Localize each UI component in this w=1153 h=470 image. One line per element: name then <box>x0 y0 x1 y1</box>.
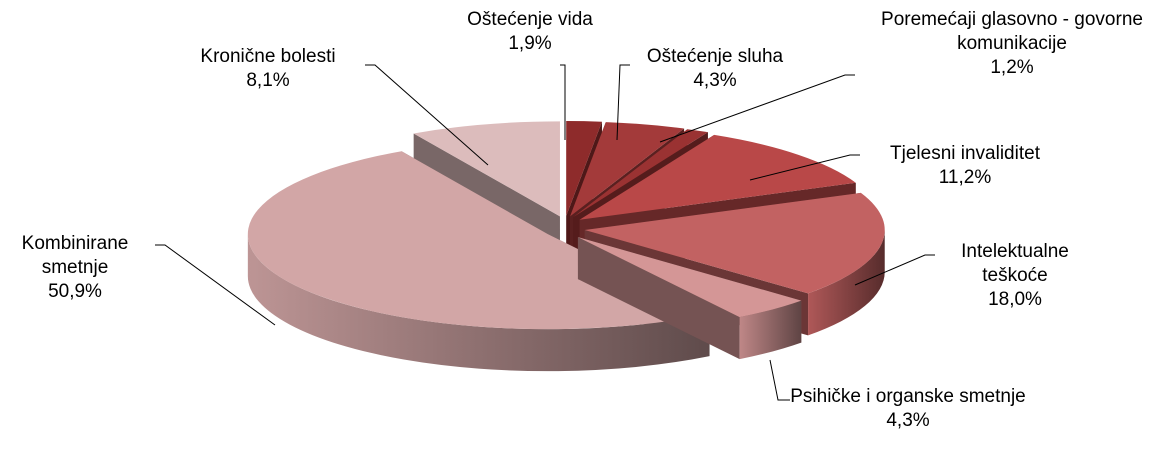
value-label: 11,2% <box>938 167 992 188</box>
slice <box>566 121 602 217</box>
category-label: Intelektualne teškoće <box>961 241 1069 286</box>
slice-rim <box>247 234 710 372</box>
leader-line <box>854 254 935 286</box>
value-label: 1,2% <box>990 57 1034 78</box>
category-label: Tjelesni invaliditet <box>890 143 1040 164</box>
slice-side <box>577 237 740 360</box>
value-label: 8,1% <box>246 70 290 91</box>
slice-label: Oštećenje sluha 4,3% <box>615 45 815 93</box>
slice <box>573 129 708 218</box>
slice-label: Psihičke i organske smetnje 4,3% <box>783 385 1033 433</box>
category-label: Oštećenje sluha <box>646 46 784 67</box>
slice-label: Intelektualne teškoće 18,0% <box>940 240 1090 312</box>
leader-line <box>659 74 855 143</box>
value-label: 50,9% <box>48 281 102 302</box>
slice-rim <box>808 229 885 336</box>
slice-label: Kombinirane smetnje 50,9% <box>0 232 150 304</box>
leader-line <box>769 359 790 401</box>
slice-label: Kronične bolesti 8,1% <box>158 45 378 93</box>
leader-line <box>749 154 860 181</box>
slice-rim <box>739 300 802 360</box>
category-label: Poremećaji glasovno - govorne komunikaci… <box>881 9 1143 54</box>
leader-line <box>365 64 489 166</box>
category-label: Oštećenje vida <box>467 9 593 30</box>
slice <box>584 192 885 294</box>
category-label: Psihičke i organske smetnje <box>790 386 1026 407</box>
leader-line <box>560 64 566 140</box>
slice <box>579 134 856 220</box>
slice <box>577 237 802 318</box>
slice-label: Tjelesni invaliditet 11,2% <box>855 142 1075 190</box>
leader-line <box>616 64 630 141</box>
slice-label: Poremećaji glasovno - govorne komunikaci… <box>877 8 1147 80</box>
leader-line <box>155 244 276 326</box>
category-label: Kombinirane smetnje <box>21 233 129 278</box>
value-label: 4,3% <box>693 70 737 91</box>
value-label: 18,0% <box>988 289 1042 310</box>
value-label: 1,9% <box>508 33 552 54</box>
category-label: Kronične bolesti <box>200 46 336 67</box>
slice-label: Oštećenje vida 1,9% <box>430 8 630 56</box>
slice <box>413 121 560 217</box>
leader-lines <box>155 64 935 401</box>
slice <box>570 122 685 217</box>
value-label: 4,3% <box>886 410 930 431</box>
